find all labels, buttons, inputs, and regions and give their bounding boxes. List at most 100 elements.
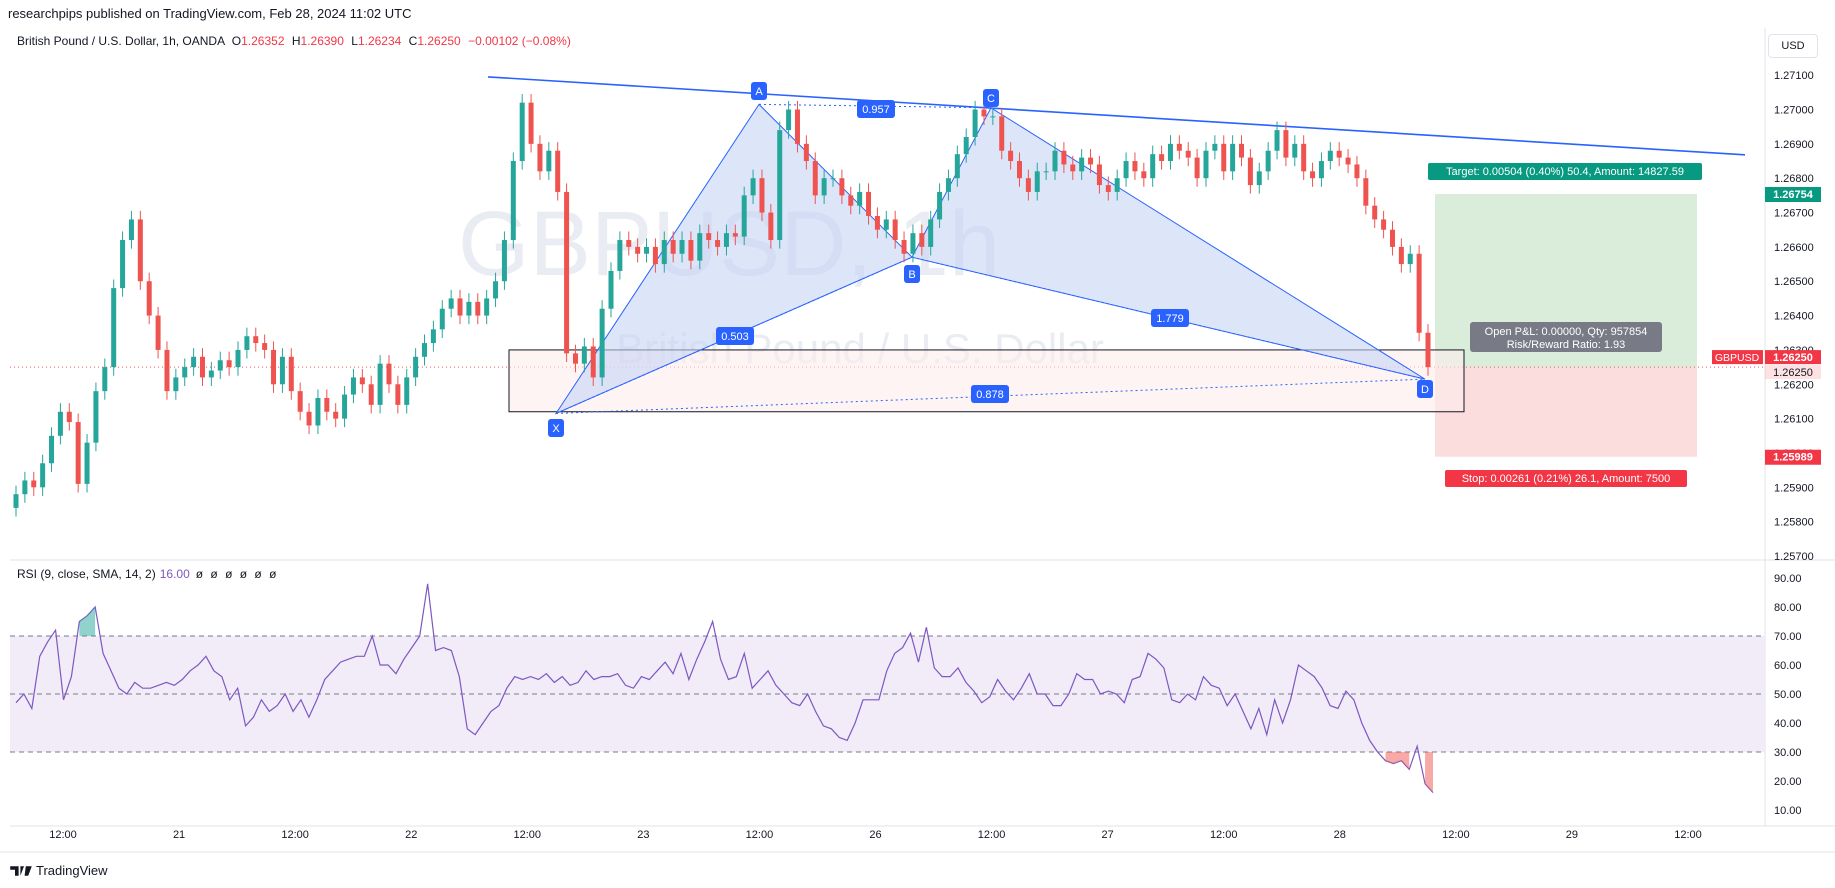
pattern-ratio-badge: 0.957 [857, 100, 895, 118]
candle-body [901, 240, 907, 254]
price-tick-label: 1.26200 [1774, 379, 1814, 391]
candle [1079, 149, 1085, 180]
candle [31, 471, 37, 496]
candle-body [279, 356, 285, 385]
high-value: 1.26390 [300, 34, 344, 48]
candle-body [1416, 253, 1422, 333]
candle [688, 231, 694, 270]
symbol-legend[interactable]: British Pound / U.S. Dollar, 1h, OANDA O… [17, 34, 571, 48]
candle [102, 358, 108, 400]
stop-zone [1435, 367, 1697, 457]
candle-body [572, 353, 578, 364]
candle-body [1310, 171, 1316, 179]
candle [501, 231, 507, 290]
tradingview-logo[interactable]: TradingView [10, 863, 108, 878]
symbol-tag-label: GBPUSD [1715, 352, 1760, 364]
candle-body [1123, 161, 1129, 179]
candle [75, 413, 81, 493]
candle-body [1292, 143, 1298, 158]
candle-body [111, 288, 117, 368]
candle-body [945, 178, 951, 192]
ratio-badge-label: 0.957 [862, 104, 890, 116]
candle-body [102, 367, 108, 392]
candle-body [1194, 157, 1200, 179]
candle [794, 100, 800, 153]
currency-button[interactable]: USD [1768, 34, 1818, 58]
price-tick-label: 1.26500 [1774, 276, 1814, 288]
candle [235, 341, 241, 376]
time-tick-label: 27 [1102, 829, 1114, 841]
candle [422, 334, 428, 366]
candle-body [475, 301, 481, 316]
candle-body [466, 301, 472, 316]
candle-body [715, 240, 721, 247]
candle-body [981, 109, 987, 117]
candle [279, 348, 285, 393]
candle-body [821, 178, 827, 196]
pattern-point-c: C [983, 89, 999, 107]
candle [1416, 245, 1422, 342]
candle-body [306, 411, 312, 426]
ratio-badge-bg [1151, 309, 1189, 327]
price-tag-label: 1.26250 [1773, 352, 1813, 364]
candle [22, 471, 28, 503]
candle-body [679, 240, 685, 254]
time-tick-label: 23 [637, 829, 649, 841]
price-axis-tag-target: 1.26754 [1765, 187, 1821, 203]
candle [723, 224, 729, 256]
rsi-tick-label: 80.00 [1774, 602, 1802, 614]
candle [208, 361, 214, 386]
candle [1070, 155, 1076, 180]
candle [1389, 221, 1395, 256]
ratio-badge-label: 1.779 [1156, 313, 1184, 325]
candle [493, 272, 499, 307]
candle-body [262, 343, 268, 350]
candle [448, 289, 454, 318]
candle [661, 231, 667, 273]
candle-body [546, 150, 552, 172]
candle [732, 224, 738, 246]
candle-body [617, 240, 623, 271]
candle-body [857, 191, 863, 206]
candle-body [1176, 143, 1182, 151]
candle-body [430, 329, 436, 344]
candle-body [830, 178, 836, 180]
candle-body [1425, 332, 1431, 368]
candle [759, 169, 765, 222]
candle-body [315, 398, 321, 426]
candle-body [182, 367, 188, 378]
candle-body [75, 422, 81, 484]
candle-body [457, 298, 463, 316]
target-label-bg [1428, 163, 1702, 180]
candle-body [688, 240, 694, 261]
candle [288, 348, 294, 400]
ratio-badge-label: 0.503 [721, 331, 749, 343]
candle-body [1239, 143, 1245, 158]
candle [484, 289, 490, 325]
open-pnl-text: Open P&L: 0.00000, Qty: 957854 [1485, 326, 1648, 338]
time-tick-label: 12:00 [978, 829, 1006, 841]
candle-body [652, 246, 658, 265]
candle-body [786, 109, 792, 131]
candle-body [1043, 171, 1049, 173]
rsi-tick-label: 70.00 [1774, 631, 1802, 643]
candle [173, 368, 179, 400]
candle [1025, 169, 1031, 201]
candle-body [1407, 253, 1413, 265]
candle [937, 183, 943, 229]
candle-body [537, 143, 543, 172]
candle [13, 485, 19, 517]
candle-body [253, 336, 259, 344]
rsi-legend[interactable]: RSI (9, close, SMA, 14, 2) 16.00 ø ø ø ø ø… [17, 567, 278, 581]
candle [1301, 135, 1307, 180]
candle [1176, 135, 1182, 160]
candle-body [661, 240, 667, 265]
candle [359, 368, 365, 393]
candle [1088, 149, 1094, 174]
candle [137, 210, 143, 290]
price-tag-label: 1.25989 [1773, 452, 1813, 464]
candle [315, 389, 321, 435]
low-value: 1.26234 [357, 34, 402, 48]
candle-body [510, 161, 516, 241]
